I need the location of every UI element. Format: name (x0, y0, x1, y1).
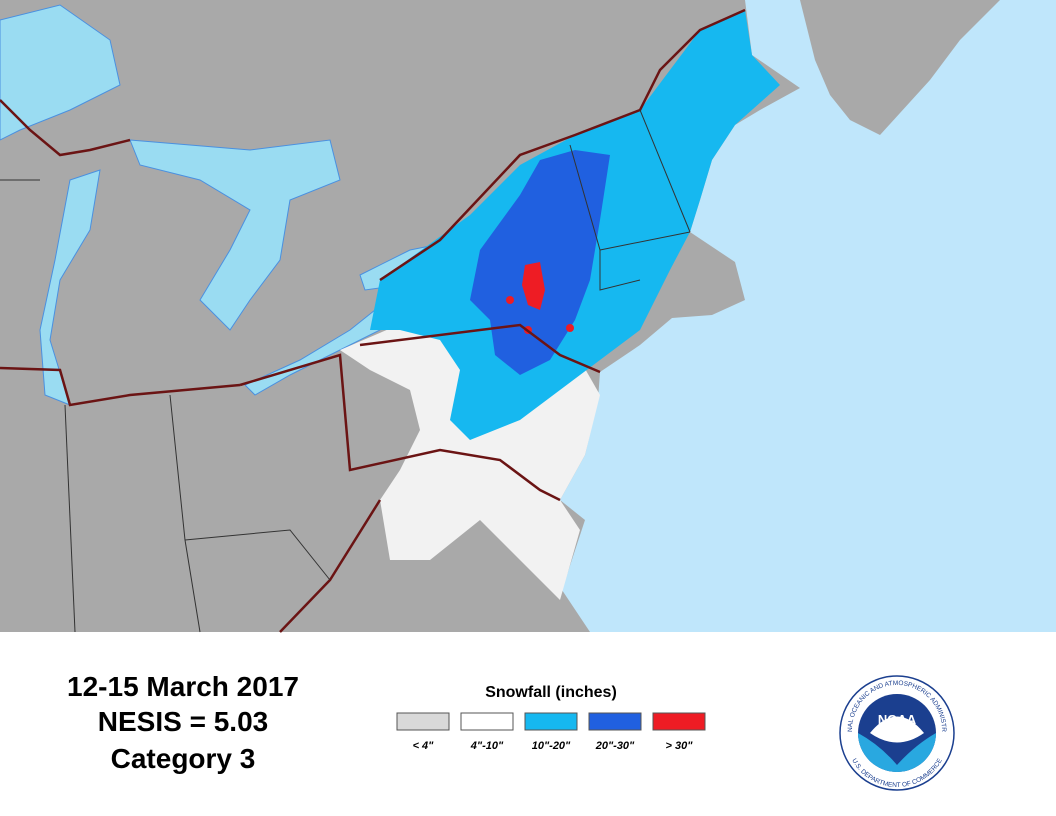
logo-wave (858, 733, 936, 772)
title-line: NESIS = 5.03 (98, 706, 268, 737)
legend-label: < 4" (413, 740, 435, 752)
logo-gull (870, 716, 924, 743)
legend-swatch (524, 712, 578, 731)
legend-swatch (460, 712, 514, 731)
legend-label: > 30" (666, 740, 694, 752)
legend: < 4" 4"-10" 10"-20" 20"-30" > 30" (396, 712, 706, 752)
legend-swatch (588, 712, 642, 731)
legend-label: 4"-10" (470, 740, 504, 752)
title-block: 12-15 March 2017 NESIS = 5.03 Category 3 (67, 671, 299, 774)
legend-title: Snowfall (inches) (485, 684, 617, 701)
logo-name: NOAA (878, 712, 917, 727)
snow-over-30 (522, 262, 545, 310)
title-line: 12-15 March 2017 (67, 671, 299, 702)
legend-label: 20"-30" (595, 740, 635, 752)
lake-superior (0, 4, 121, 141)
borders (0, 8, 746, 633)
lake-huron (129, 139, 341, 331)
snow-over-30-spot (506, 296, 514, 304)
legend-swatch (396, 712, 450, 731)
legend-label: 10"-20" (532, 740, 571, 752)
map-area (0, 0, 1056, 633)
title-line: Category 3 (111, 743, 256, 774)
state-lines (0, 109, 691, 633)
legend-swatch (652, 712, 706, 731)
land-nova-scotia (800, 0, 1000, 135)
snow-over-30-spot (566, 324, 574, 332)
